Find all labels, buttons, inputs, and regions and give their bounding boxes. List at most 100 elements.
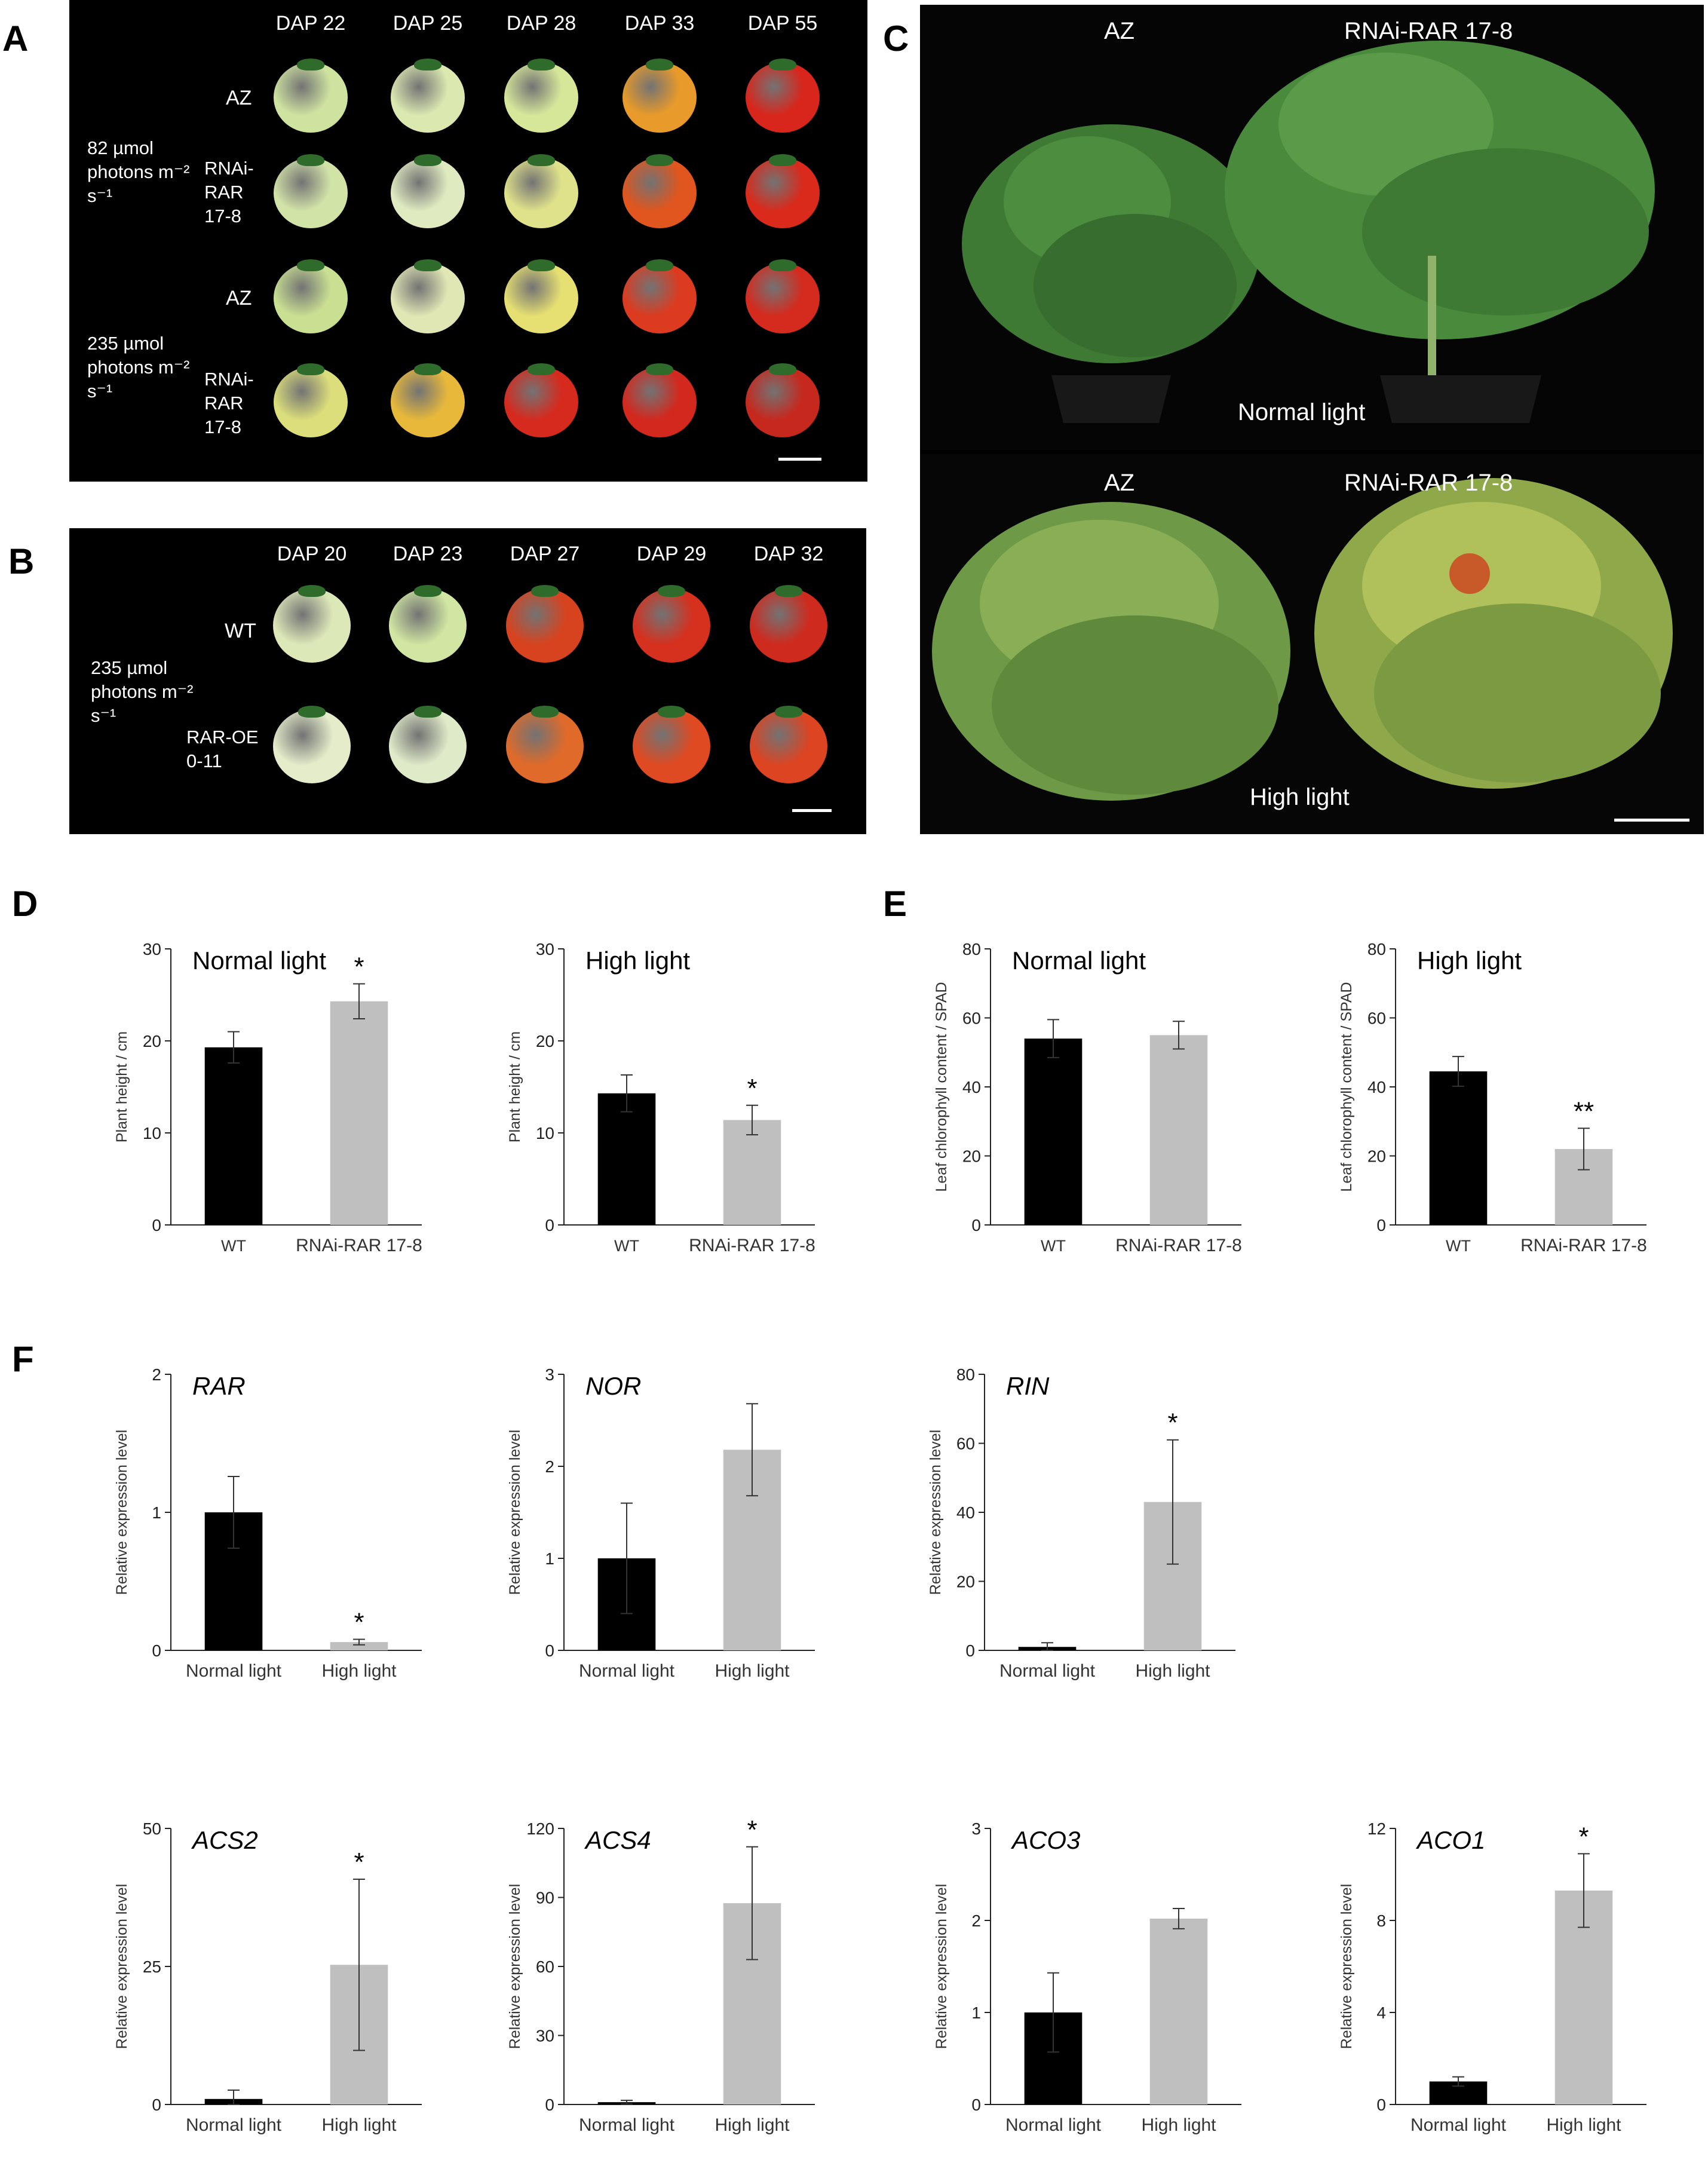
fruit-calyx bbox=[646, 259, 673, 271]
chart-f-rin: 0 20 40 60 80 Relative expression level RIN Nor… bbox=[919, 1358, 1253, 1692]
y-axis-label: Relative expression level bbox=[507, 1884, 523, 2050]
tomato-fruit bbox=[750, 709, 827, 783]
y-tick-label: 10 bbox=[143, 1124, 161, 1142]
chart-d-normal-light: 0 10 20 30 Plant height / cm Normal light WT * R… bbox=[105, 932, 440, 1267]
significance-marker: * bbox=[747, 1074, 757, 1103]
chart-title: High light bbox=[1417, 946, 1522, 975]
tomato-fruit bbox=[391, 263, 465, 333]
panel-letter-e: E bbox=[883, 884, 907, 924]
y-tick-label: 3 bbox=[971, 1819, 981, 1838]
fruit-calyx bbox=[769, 59, 796, 71]
fruit-calyx bbox=[531, 585, 559, 597]
tomato-fruit bbox=[746, 158, 820, 228]
panel-a-condition-82: 82 µmol photons m⁻² s⁻¹ bbox=[87, 137, 190, 206]
chart-f-aco3: 0 1 2 3 Relative expression level ACO3 Normal … bbox=[925, 1812, 1259, 2146]
y-tick-label: 40 bbox=[962, 1078, 981, 1096]
bar bbox=[1429, 1071, 1488, 1225]
y-tick-label: 90 bbox=[536, 1889, 554, 1907]
y-tick-label: 1 bbox=[152, 1503, 161, 1522]
y-axis-label: Relative expression level bbox=[114, 1430, 130, 1595]
y-tick-label: 0 bbox=[545, 2096, 554, 2114]
y-tick-label: 40 bbox=[956, 1503, 975, 1522]
fruit-calyx bbox=[414, 363, 441, 375]
dap-label: DAP 28 bbox=[506, 12, 577, 35]
chart-svg: 0 20 40 60 80 Leaf chlorophyll content / SPAD… bbox=[1338, 940, 1647, 1255]
panel-c-top-label-rnai: RNAi-RAR 17-8 bbox=[1344, 18, 1513, 44]
fruit-calyx bbox=[658, 585, 685, 597]
y-axis-label: Relative expression level bbox=[927, 1430, 944, 1595]
x-tick-label: Normal light bbox=[186, 2115, 282, 2135]
fruit-calyx bbox=[298, 706, 326, 718]
y-tick-label: 20 bbox=[1367, 1147, 1386, 1166]
x-tick-label: Normal light bbox=[186, 1661, 282, 1681]
bar bbox=[597, 1093, 656, 1225]
panel-b-row-label-wt: WT bbox=[225, 620, 256, 642]
fruit-calyx bbox=[414, 154, 441, 166]
chart-svg: 0 20 40 60 80 Leaf chlorophyll content / SPAD… bbox=[933, 940, 1242, 1255]
bar bbox=[1024, 1038, 1083, 1225]
chart-svg: 0 4 8 12 Relative expression level ACO1 Normal… bbox=[1338, 1819, 1646, 2135]
y-tick-label: 4 bbox=[1376, 2003, 1386, 2022]
fruit-calyx bbox=[528, 259, 555, 271]
chart-svg: 0 1 2 3 Relative expression level ACO3 Normal … bbox=[933, 1819, 1241, 2135]
chart-e-normal-light: 0 20 40 60 80 Leaf chlorophyll content / SPAD… bbox=[925, 932, 1259, 1267]
tomato-fruit bbox=[273, 709, 351, 783]
chart-title: Normal light bbox=[1012, 946, 1146, 975]
y-axis-label: Plant height / cm bbox=[507, 1031, 523, 1142]
x-tick-label: RNAi-RAR 17-8 bbox=[1520, 1236, 1647, 1255]
y-tick-label: 30 bbox=[536, 940, 554, 958]
tomato-fruit bbox=[623, 158, 697, 228]
x-tick-label: High light bbox=[1141, 2115, 1216, 2135]
x-tick-label: RNAi-RAR 17-8 bbox=[296, 1236, 422, 1255]
dap-label: DAP 27 bbox=[510, 543, 580, 565]
chart-e-high-light: 0 20 40 60 80 Leaf chlorophyll content / SPAD… bbox=[1330, 932, 1664, 1267]
chart-f-rar: 0 1 2 Relative expression level RAR Normal li… bbox=[105, 1358, 440, 1692]
y-tick-label: 0 bbox=[152, 1216, 161, 1234]
chart-svg: 0 1 2 Relative expression level RAR Normal li… bbox=[114, 1365, 422, 1681]
significance-marker: ** bbox=[1574, 1096, 1594, 1126]
chart-f-acs4: 0 30 60 90 120 Relative expression level ACS4 N… bbox=[498, 1812, 833, 2146]
y-tick-label: 0 bbox=[1376, 2096, 1386, 2114]
y-tick-label: 25 bbox=[143, 1957, 161, 1976]
dap-label: DAP 20 bbox=[277, 543, 347, 565]
x-tick-label: Normal light bbox=[1005, 2115, 1102, 2135]
tomato-fruit bbox=[623, 263, 697, 333]
y-tick-label: 20 bbox=[143, 1032, 161, 1050]
fruit-calyx bbox=[414, 585, 441, 597]
dap-label: DAP 55 bbox=[747, 12, 818, 35]
y-tick-label: 120 bbox=[526, 1819, 554, 1838]
fruit-calyx bbox=[414, 259, 441, 271]
fruit-calyx bbox=[646, 363, 673, 375]
fruit-calyx bbox=[414, 706, 441, 718]
panel-letter-b: B bbox=[8, 541, 35, 581]
panel-letter-a: A bbox=[2, 19, 29, 59]
y-tick-label: 0 bbox=[1376, 1216, 1386, 1234]
tomato-fruit bbox=[746, 263, 820, 333]
tomato-fruit bbox=[273, 589, 351, 663]
fruit-calyx bbox=[775, 706, 802, 718]
fruit-calyx bbox=[297, 154, 324, 166]
chart-svg: 0 10 20 30 Plant height / cm Normal light WT * R… bbox=[114, 940, 422, 1255]
bar bbox=[204, 1047, 263, 1225]
tomato-fruit bbox=[623, 367, 697, 437]
panel-a-fruit-photo: DAP 22 DAP 25 DAP 28 DAP 33 DAP 55 82 µmol p… bbox=[69, 0, 867, 482]
x-tick-label: High light bbox=[1135, 1661, 1210, 1681]
tomato-fruit bbox=[746, 62, 820, 133]
y-tick-label: 2 bbox=[152, 1365, 161, 1384]
fruit-calyx bbox=[528, 59, 555, 71]
tomato-fruit bbox=[506, 589, 584, 663]
panel-a-row-label-az-2: AZ bbox=[226, 287, 252, 310]
y-tick-label: 60 bbox=[956, 1435, 975, 1453]
x-tick-label: WT bbox=[614, 1237, 639, 1255]
y-tick-label: 10 bbox=[536, 1124, 554, 1142]
fruit-calyx bbox=[297, 363, 324, 375]
tomato-fruit bbox=[504, 158, 578, 228]
tomato-fruit bbox=[389, 589, 467, 663]
tomato-fruit bbox=[389, 709, 467, 783]
panel-a-condition-235: 235 µmol photons m⁻² s⁻¹ bbox=[87, 333, 190, 402]
dap-label: DAP 22 bbox=[275, 12, 346, 35]
panel-c-top-plants bbox=[962, 41, 1655, 423]
panel-c-bottom-plants bbox=[932, 478, 1673, 801]
y-axis-label: Relative expression level bbox=[507, 1430, 523, 1595]
chart-title: Normal light bbox=[192, 946, 326, 975]
